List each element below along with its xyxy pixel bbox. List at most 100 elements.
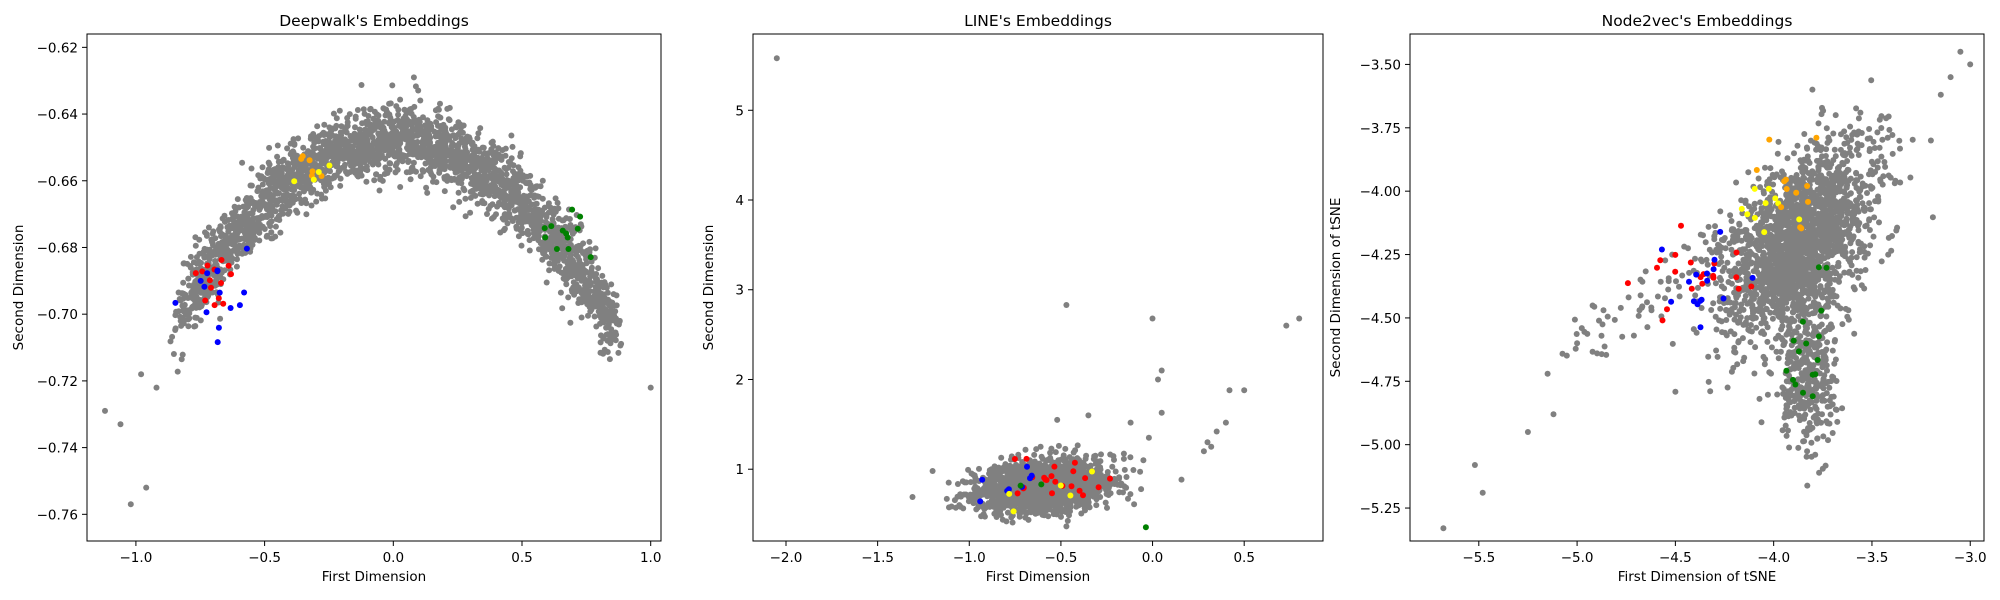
- gray-point: [217, 315, 224, 322]
- gray-point: [169, 333, 176, 340]
- gray-point: [310, 143, 317, 150]
- gray-point: [495, 174, 502, 181]
- gray-point: [543, 279, 550, 286]
- gray-point: [558, 235, 565, 242]
- highlight-point: [306, 157, 313, 164]
- highlight-point: [565, 246, 572, 252]
- gray-point: [505, 184, 512, 191]
- gray-point: [1031, 451, 1038, 458]
- gray-point: [415, 154, 422, 161]
- gray-point: [469, 141, 475, 148]
- gray-point: [358, 82, 365, 88]
- gray-point: [479, 144, 486, 151]
- gray-point: [408, 138, 415, 145]
- gray-point: [554, 199, 561, 206]
- gray-point: [552, 208, 559, 215]
- gray-point: [975, 504, 982, 511]
- gray-point: [337, 175, 344, 182]
- gray-point: [1036, 499, 1043, 506]
- gray-point: [960, 505, 967, 512]
- highlight-point: [569, 206, 576, 213]
- gray-point: [399, 158, 406, 165]
- gray-point: [342, 149, 349, 156]
- gray-point: [256, 237, 263, 244]
- gray-point: [526, 212, 533, 219]
- highlight-point: [977, 498, 984, 505]
- y-tick-label: −0.72: [37, 374, 78, 390]
- gray-point: [909, 494, 916, 500]
- gray-point: [954, 481, 961, 487]
- gray-point: [1062, 445, 1069, 452]
- gray-point: [576, 296, 583, 303]
- y-tick-label: −0.70: [37, 307, 78, 323]
- highlight-point: [172, 299, 179, 306]
- gray-point: [542, 219, 549, 225]
- gray-point: [986, 478, 993, 485]
- gray-point: [419, 138, 426, 145]
- gray-point: [332, 125, 339, 132]
- gray-point: [406, 151, 413, 157]
- gray-point: [320, 141, 327, 148]
- highlight-point: [1023, 455, 1030, 462]
- gray-point: [289, 155, 296, 161]
- gray-point: [411, 103, 418, 110]
- gray-point: [206, 256, 213, 263]
- gray-point: [526, 237, 533, 244]
- gray-point: [272, 166, 278, 173]
- highlight-point: [214, 267, 221, 274]
- gray-point: [599, 272, 606, 279]
- outlier-point: [138, 371, 145, 378]
- gray-point: [976, 465, 982, 472]
- gray-point: [313, 198, 320, 205]
- gray-point: [357, 163, 364, 170]
- gray-point: [339, 164, 346, 171]
- gray-point: [1026, 498, 1033, 505]
- gray-point: [517, 213, 524, 220]
- gray-point: [539, 207, 546, 214]
- highlight-point: [1051, 463, 1058, 470]
- gray-point: [537, 213, 544, 220]
- x-tick-label: −1.5: [861, 550, 894, 566]
- gray-point: [332, 142, 339, 149]
- highlight-point: [541, 225, 548, 232]
- gray-point: [446, 136, 453, 143]
- gray-point: [234, 196, 241, 203]
- gray-point: [268, 202, 275, 209]
- gray-point: [1112, 468, 1119, 475]
- gray-point: [1021, 494, 1028, 501]
- gray-point: [262, 213, 269, 220]
- gray-point: [550, 228, 557, 235]
- gray-point: [196, 297, 203, 303]
- gray-point: [1072, 475, 1079, 482]
- gray-point: [1078, 510, 1085, 517]
- gray-point: [607, 340, 614, 347]
- gray-point: [187, 253, 194, 260]
- gray-point: [563, 281, 570, 288]
- gray-point: [295, 135, 302, 142]
- outlier-point: [616, 317, 623, 324]
- x-tick-label: −2.0: [770, 550, 803, 566]
- scatter-points: [102, 74, 654, 508]
- gray-point: [1123, 474, 1130, 480]
- gray-point: [291, 141, 298, 148]
- gray-point: [442, 131, 449, 138]
- gray-point: [234, 256, 240, 263]
- highlight-point: [1042, 476, 1049, 483]
- gray-point: [446, 104, 453, 111]
- gray-point: [1055, 442, 1062, 449]
- gray-point: [606, 356, 613, 363]
- gray-point: [548, 254, 555, 261]
- highlight-point: [227, 305, 234, 311]
- gray-point: [480, 151, 487, 157]
- gray-point: [192, 242, 199, 249]
- gray-point: [389, 82, 396, 89]
- gray-point: [310, 131, 317, 137]
- gray-point: [360, 150, 367, 156]
- gray-point: [314, 123, 321, 130]
- panel-title: Deepwalk's Embeddings: [279, 12, 469, 30]
- gray-point: [360, 133, 367, 140]
- gray-point: [435, 113, 442, 120]
- gray-point: [300, 144, 307, 151]
- gray-point: [503, 193, 510, 200]
- gray-point: [528, 187, 535, 194]
